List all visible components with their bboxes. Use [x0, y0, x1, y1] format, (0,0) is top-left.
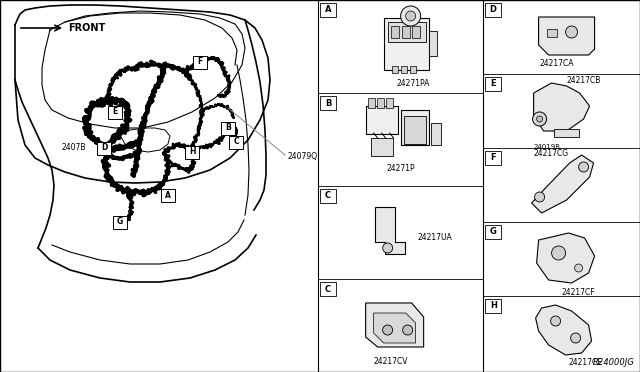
Text: 24271PA: 24271PA: [397, 79, 430, 88]
Bar: [320, 3, 336, 17]
Bar: [392, 66, 397, 73]
Bar: [485, 299, 501, 313]
Bar: [554, 129, 579, 137]
Text: 24217CA: 24217CA: [540, 59, 574, 68]
Text: 24217CG: 24217CG: [534, 149, 569, 158]
Text: E: E: [490, 80, 496, 89]
Text: 24217CF: 24217CF: [562, 288, 595, 297]
Circle shape: [406, 11, 415, 21]
Circle shape: [532, 112, 547, 126]
Circle shape: [579, 162, 589, 172]
Bar: [185, 145, 199, 158]
Text: A: A: [325, 6, 332, 15]
Bar: [229, 135, 243, 148]
Text: 24271P: 24271P: [387, 164, 415, 173]
Text: C: C: [233, 138, 239, 147]
Bar: [221, 122, 235, 135]
Bar: [390, 26, 399, 38]
Bar: [97, 141, 111, 154]
Polygon shape: [532, 155, 594, 213]
Text: G: G: [117, 218, 123, 227]
Bar: [388, 22, 426, 42]
Bar: [365, 106, 397, 134]
Text: R24000JG: R24000JG: [593, 358, 635, 367]
Polygon shape: [536, 305, 591, 355]
Polygon shape: [539, 17, 595, 55]
Bar: [410, 66, 415, 73]
Text: FRONT: FRONT: [68, 23, 105, 33]
Polygon shape: [536, 233, 595, 283]
Circle shape: [550, 316, 561, 326]
Bar: [193, 55, 207, 68]
Text: E: E: [113, 108, 118, 116]
Bar: [485, 151, 501, 165]
Text: D: D: [490, 6, 497, 15]
Text: C: C: [325, 285, 331, 294]
Bar: [320, 189, 336, 203]
Bar: [401, 66, 406, 73]
Text: H: H: [189, 148, 195, 157]
Text: 24079Q: 24079Q: [287, 153, 317, 161]
Bar: [367, 98, 374, 108]
Bar: [404, 116, 426, 144]
Bar: [383, 18, 429, 70]
Bar: [485, 77, 501, 91]
Bar: [485, 225, 501, 239]
Circle shape: [403, 325, 413, 335]
Polygon shape: [365, 303, 424, 347]
Bar: [376, 98, 383, 108]
Circle shape: [571, 333, 580, 343]
Bar: [371, 138, 393, 156]
Circle shape: [566, 26, 578, 38]
Text: C: C: [325, 192, 331, 201]
Polygon shape: [374, 313, 415, 343]
Text: 24217CV: 24217CV: [373, 357, 408, 366]
Polygon shape: [374, 207, 404, 254]
Circle shape: [552, 246, 566, 260]
Bar: [412, 26, 420, 38]
Bar: [113, 215, 127, 228]
Text: G: G: [490, 228, 497, 237]
Text: H: H: [490, 301, 497, 311]
Circle shape: [383, 325, 393, 335]
Bar: [386, 98, 393, 108]
Circle shape: [534, 192, 545, 202]
Circle shape: [401, 6, 420, 26]
Bar: [402, 26, 410, 38]
Bar: [108, 106, 122, 119]
Text: 24217CE: 24217CE: [568, 358, 603, 367]
Text: B: B: [225, 124, 231, 132]
Text: F: F: [197, 58, 203, 67]
Text: 24019B: 24019B: [534, 144, 561, 150]
Circle shape: [383, 243, 393, 253]
Bar: [320, 282, 336, 296]
Polygon shape: [534, 83, 589, 131]
Text: 24217CB: 24217CB: [566, 76, 601, 85]
Text: F: F: [490, 154, 496, 163]
Bar: [161, 189, 175, 202]
Bar: [401, 110, 429, 145]
Text: D: D: [101, 144, 107, 153]
Circle shape: [536, 116, 543, 122]
Text: B: B: [325, 99, 332, 108]
Text: A: A: [165, 190, 171, 199]
Bar: [431, 123, 440, 145]
Bar: [429, 31, 436, 56]
Circle shape: [575, 264, 582, 272]
Text: 24217UA: 24217UA: [418, 232, 452, 241]
Bar: [547, 29, 557, 37]
Bar: [320, 96, 336, 110]
Text: 2407B: 2407B: [62, 144, 86, 153]
Bar: [485, 3, 501, 17]
